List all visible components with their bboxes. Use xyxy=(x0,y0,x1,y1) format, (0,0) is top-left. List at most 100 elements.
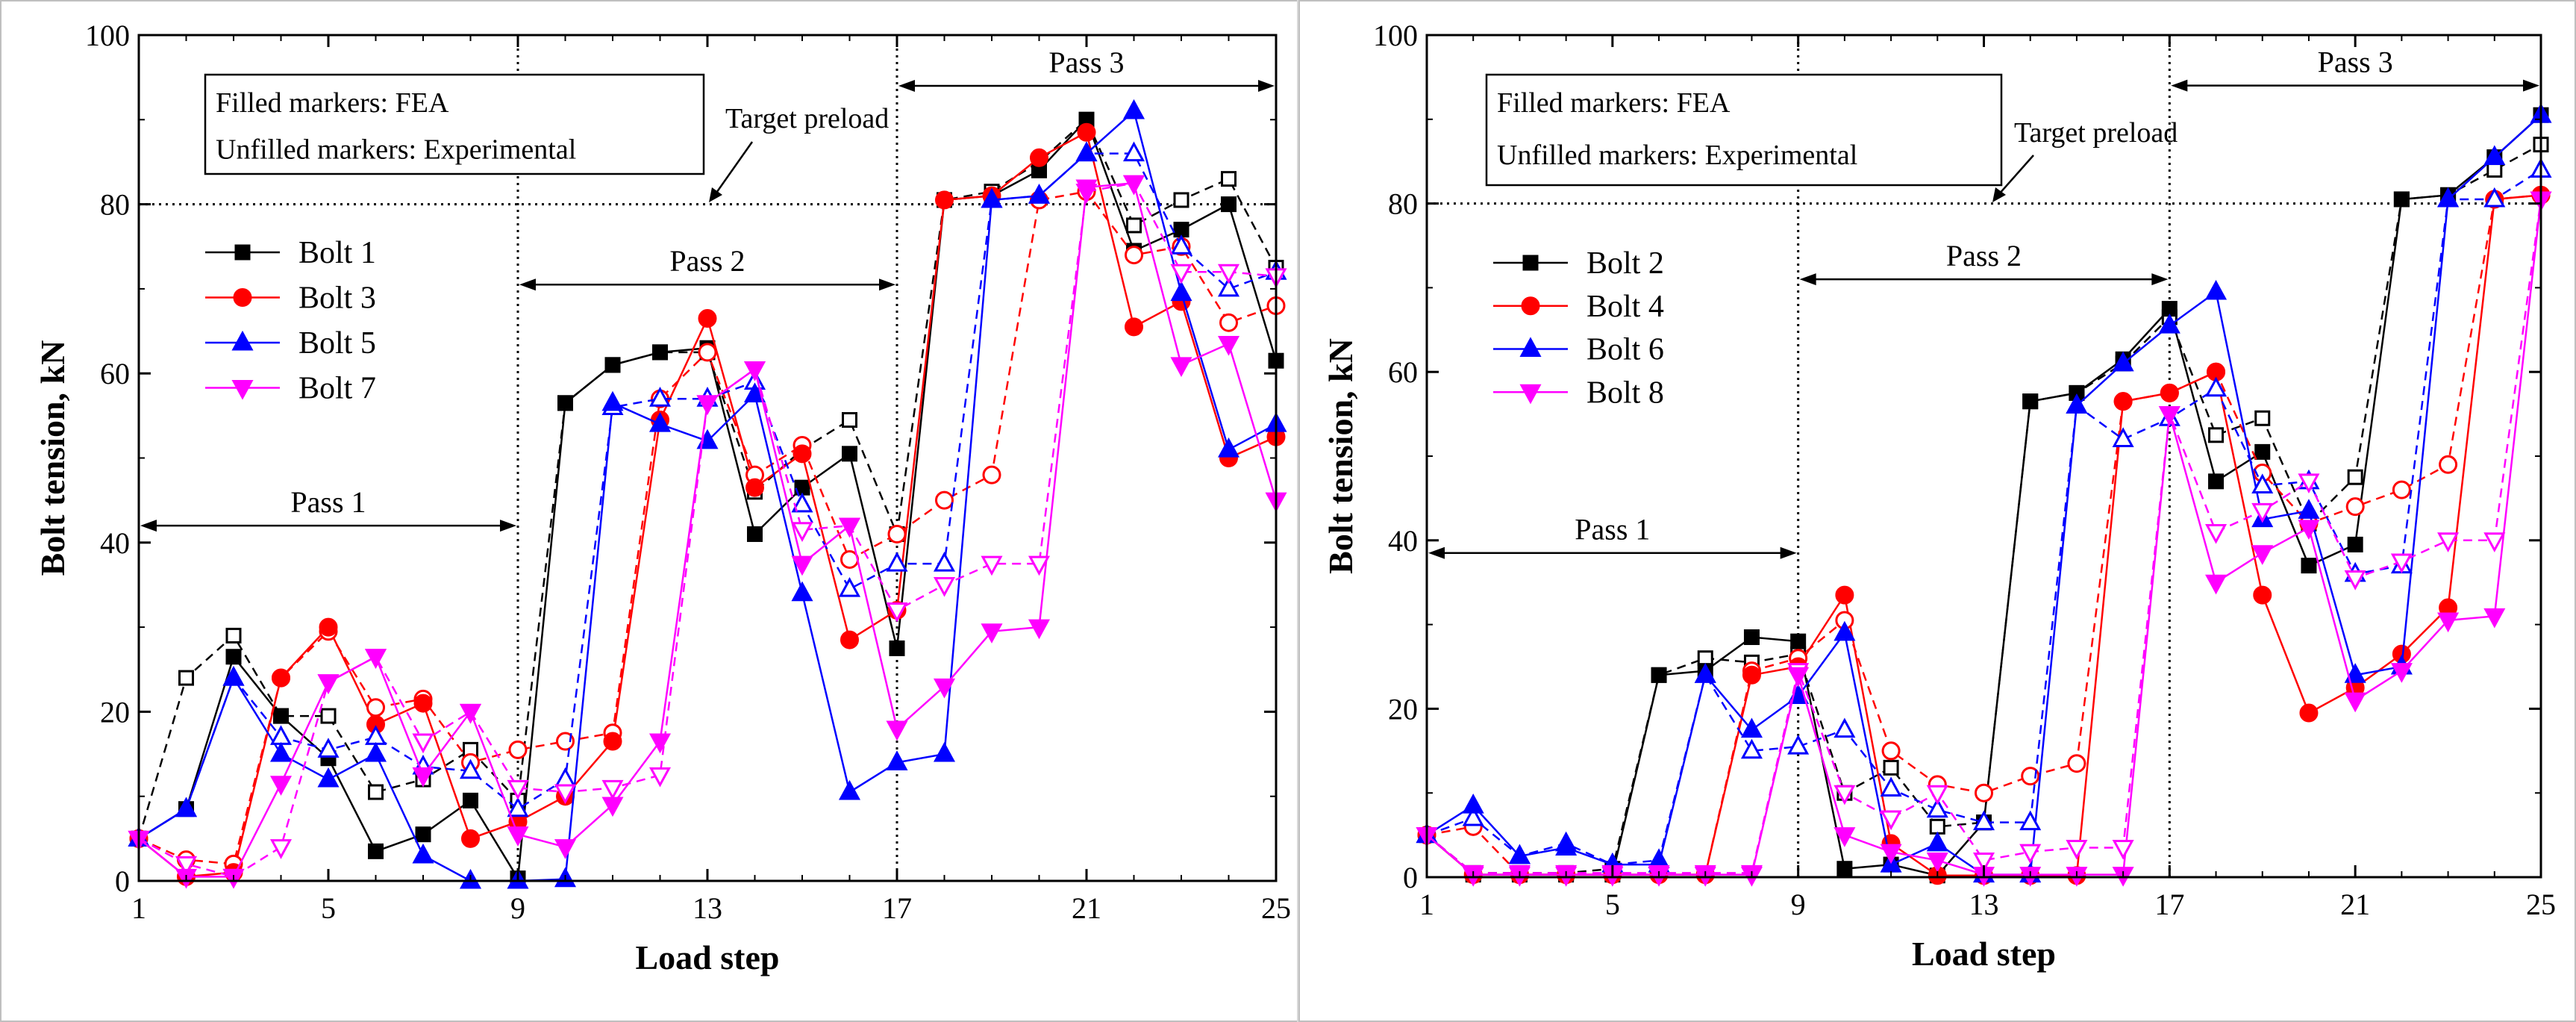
exp-point xyxy=(886,602,908,623)
fea-point xyxy=(652,344,668,361)
x-tick-label: 5 xyxy=(1605,888,1620,921)
fea-point xyxy=(1221,196,1237,213)
pass-label: Pass 1 xyxy=(1575,513,1650,546)
y-tick-label: 40 xyxy=(1388,524,1418,558)
fea-point xyxy=(1790,633,1807,649)
exp-point xyxy=(981,555,1003,576)
pass-arrowhead-left xyxy=(140,520,157,532)
fea-point xyxy=(1740,717,1763,738)
fea-point xyxy=(461,829,480,848)
fea-point xyxy=(1122,99,1145,119)
fea-point xyxy=(604,357,621,373)
y-tick-label: 80 xyxy=(1388,187,1418,221)
exp-point xyxy=(2390,553,2413,574)
chart-panel-left: 0 20 40 60 80 100 1 5 9 13 17 21 25 Load step Bolt ten… xyxy=(0,0,1298,1022)
exp-point xyxy=(2021,767,2040,786)
exp-point xyxy=(1170,264,1192,284)
exp-point xyxy=(2208,427,2225,443)
fea-point xyxy=(2301,558,2317,574)
fea-point xyxy=(272,668,290,688)
legend-label: Bolt 5 xyxy=(298,326,376,361)
fea-point xyxy=(601,390,624,411)
fea-point xyxy=(2437,612,2460,633)
exp-point xyxy=(1972,810,1995,831)
legend-label: Bolt 7 xyxy=(298,372,376,406)
note-text: Filled markers: FEA xyxy=(216,87,449,119)
x-tick-label: 17 xyxy=(882,891,912,925)
exp-point xyxy=(933,551,956,572)
exp-point xyxy=(2347,469,2363,485)
fea-point xyxy=(840,630,859,649)
pass-label: Pass 2 xyxy=(669,244,745,278)
exp-point xyxy=(1740,738,1763,759)
series-bolt-3 xyxy=(129,122,1286,886)
exp-point xyxy=(554,784,577,805)
exp-point xyxy=(2205,376,2228,397)
fea-point xyxy=(601,797,624,817)
legend-label: Bolt 6 xyxy=(1586,333,1664,367)
x-tick-label: 25 xyxy=(2526,888,2556,921)
fea-point xyxy=(2437,187,2460,208)
fea-point xyxy=(1462,793,1484,814)
fea-point xyxy=(2483,145,2506,166)
y-tick-label: 60 xyxy=(1388,355,1418,389)
exp-point xyxy=(1170,234,1192,255)
fea-point xyxy=(838,517,861,538)
y-tick-label: 20 xyxy=(1388,692,1418,726)
fea-point xyxy=(2298,520,2320,540)
note-text: Filled markers: FEA xyxy=(1497,87,1731,119)
fea-point xyxy=(1170,281,1192,302)
note-text: Unfilled markers: Experimental xyxy=(1497,140,1857,171)
fea-point xyxy=(603,732,622,751)
fea-point xyxy=(2158,314,2180,334)
exp-point xyxy=(1217,276,1240,297)
exp-point xyxy=(935,490,954,510)
exp-point xyxy=(2392,480,2411,499)
fea-point xyxy=(2344,663,2366,683)
exp-point xyxy=(648,387,672,407)
fea-point xyxy=(222,665,245,686)
exp-point xyxy=(1221,171,1237,187)
exp-point xyxy=(842,412,857,429)
x-tick-label: 21 xyxy=(2340,888,2370,921)
exp-point xyxy=(508,740,528,759)
exp-point xyxy=(366,698,385,717)
fea-point xyxy=(1075,179,1098,200)
series-bolt-2 xyxy=(1419,107,2549,884)
pass-arrowhead-right xyxy=(1780,546,1797,559)
exp-point xyxy=(982,465,1001,484)
exp-point xyxy=(2251,502,2274,523)
fea-point xyxy=(415,826,431,843)
fea-point xyxy=(319,617,338,637)
legend-label: Bolt 1 xyxy=(298,236,376,270)
fea-point xyxy=(743,361,766,381)
exp-point xyxy=(507,797,529,817)
exp-point xyxy=(225,627,242,644)
exp-point xyxy=(1833,717,1856,738)
fea-point xyxy=(2251,545,2274,565)
exp-point xyxy=(320,708,337,724)
target-preload-label: Target preload xyxy=(2014,117,2178,149)
fea-point xyxy=(368,843,384,859)
fea-point xyxy=(1743,629,1760,646)
fea-point xyxy=(1028,184,1051,204)
exp-point xyxy=(1975,783,1993,803)
fea-point xyxy=(2160,383,2179,402)
exp-point xyxy=(2066,840,2088,860)
y-tick-label: 40 xyxy=(100,526,130,560)
fea-point xyxy=(317,674,340,694)
legend-marker xyxy=(231,330,254,351)
fea-point xyxy=(791,581,813,602)
x-tick-label: 13 xyxy=(693,891,722,925)
legend-marker xyxy=(231,380,254,400)
exp-point xyxy=(2251,473,2274,493)
fea-point xyxy=(935,190,954,210)
exp-point xyxy=(1217,264,1240,284)
exp-point xyxy=(698,343,717,362)
fea-point xyxy=(2112,351,2134,372)
fea-point xyxy=(743,382,766,403)
target-preload-arrow xyxy=(1998,155,2034,196)
fea-point xyxy=(2066,393,2088,414)
exp-point xyxy=(2486,161,2503,178)
chart-panel-right: 0 20 40 60 80 100 1 5 9 13 17 21 25 Load step Bolt ten… xyxy=(1298,0,2576,1022)
